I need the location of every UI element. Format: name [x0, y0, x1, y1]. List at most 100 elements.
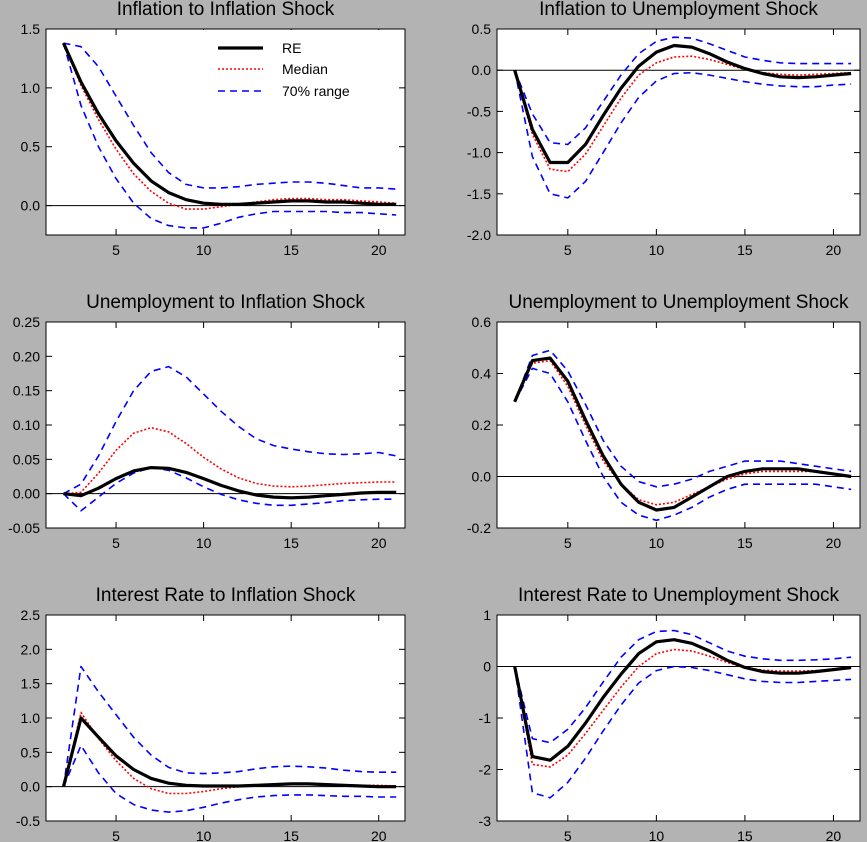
y-tick-label: -3 — [479, 813, 492, 829]
y-tick-label: 2.5 — [21, 607, 41, 623]
x-tick-label: 5 — [564, 828, 572, 842]
panel-6: Interest Rate to Unemployment Shock -3 -2 -… — [479, 585, 861, 842]
y-tick-label: 0.05 — [13, 451, 40, 467]
y-tick-label: 2.0 — [21, 641, 41, 657]
series-line-re — [61, 716, 397, 789]
x-tick-label: 10 — [649, 242, 665, 258]
x-tick-label: 20 — [826, 242, 842, 258]
x-tick-label: 5 — [564, 535, 572, 551]
y-tick-label: -0.5 — [16, 813, 40, 829]
y-tick-label: 0.10 — [13, 417, 40, 433]
series-line-re — [63, 466, 397, 500]
x-tick-label: 10 — [649, 828, 665, 842]
legend-label-median: Median — [282, 61, 328, 77]
y-tick-label: 0.0 — [21, 779, 41, 795]
series-line-70-range — [513, 349, 852, 488]
plot-area — [496, 321, 861, 529]
chart-title: Interest Rate to Inflation Shock — [96, 585, 356, 606]
series-line-re — [513, 638, 852, 762]
panel-2: Inflation to Unemployment Shock -2.0 -1.5 -… — [467, 0, 861, 258]
series-line-re — [513, 356, 852, 512]
chart-title: Interest Rate to Unemployment Shock — [518, 585, 840, 606]
series-line-re — [62, 42, 397, 206]
series-line-median — [513, 648, 852, 768]
y-tick-label: -2.0 — [467, 227, 491, 243]
chart-title: Unemployment to Inflation Shock — [86, 292, 365, 313]
y-tick-label: 0.25 — [13, 314, 40, 330]
x-tick-label: 15 — [737, 242, 753, 258]
x-tick-label: 5 — [112, 828, 120, 842]
x-tick-label: 15 — [283, 828, 299, 842]
y-tick-label: 0.15 — [13, 383, 40, 399]
legend: RE Median 70% range — [199, 30, 396, 114]
panel-3: Unemployment to Inflation Shock -0.05 0.00… — [8, 292, 406, 551]
legend-box — [199, 30, 396, 114]
series-line-70-range — [63, 365, 397, 495]
y-tick-label: 0 — [483, 659, 491, 675]
series-line-70-range — [513, 36, 852, 146]
series-line-re — [513, 43, 852, 165]
panels: Inflation to Inflation Shock 0.0 0.5 1.0 1.5… — [8, 0, 861, 842]
y-tick-label: 1.0 — [21, 710, 41, 726]
y-tick-label: 0.5 — [21, 744, 41, 760]
x-tick-label: 20 — [371, 828, 387, 842]
x-tick-label: 15 — [283, 242, 299, 258]
series-line-70-range-lower — [513, 70, 852, 199]
x-tick-label: 10 — [196, 242, 212, 258]
y-tick-label: -0.2 — [467, 520, 491, 536]
y-tick-label: 0.20 — [13, 348, 40, 364]
y-tick-label: 0.2 — [472, 417, 492, 433]
y-tick-label: 0.6 — [472, 314, 492, 330]
y-tick-label: 0.0 — [472, 62, 492, 78]
y-tick-label: 1.5 — [21, 21, 41, 37]
x-tick-label: 20 — [371, 242, 387, 258]
x-tick-label: 10 — [196, 535, 212, 551]
y-tick-label: 1 — [483, 607, 491, 623]
y-tick-label: 0.4 — [472, 366, 492, 382]
x-tick-label: 15 — [737, 535, 753, 551]
x-tick-label: 5 — [564, 242, 572, 258]
y-tick-label: -1 — [479, 710, 492, 726]
y-tick-label: 1.5 — [21, 676, 41, 692]
series-line-70-range-lower — [62, 466, 397, 512]
legend-label-range: 70% range — [282, 83, 350, 99]
x-tick-label: 20 — [826, 535, 842, 551]
plot-area — [45, 614, 406, 822]
y-tick-label: -2 — [479, 762, 492, 778]
y-tick-label: 0.5 — [21, 139, 41, 155]
plot-area — [496, 614, 861, 822]
plot-area — [496, 28, 861, 236]
x-tick-label: 10 — [196, 828, 212, 842]
x-tick-label: 20 — [826, 828, 842, 842]
x-tick-label: 15 — [283, 535, 299, 551]
x-tick-label: 5 — [112, 535, 120, 551]
plot-area — [45, 321, 406, 529]
x-tick-label: 5 — [112, 242, 120, 258]
series-line-70-range-lower — [513, 665, 852, 799]
series-line-70-range — [63, 42, 397, 190]
y-tick-label: -0.05 — [8, 520, 40, 536]
series-line-70-range — [62, 665, 397, 787]
y-tick-label: 0.5 — [472, 21, 492, 37]
series-line-median — [63, 426, 397, 495]
series-line-median — [513, 55, 852, 173]
series-line-70-range-lower — [62, 42, 397, 229]
y-tick-label: 0.00 — [13, 486, 40, 502]
panel-5: Interest Rate to Inflation Shock -0.5 0.0 0… — [16, 585, 406, 842]
y-tick-label: 0.0 — [21, 198, 41, 214]
y-tick-label: -0.5 — [467, 103, 491, 119]
chart-title: Unemployment to Unemployment Shock — [508, 292, 849, 313]
chart-title: Inflation to Unemployment Shock — [539, 0, 818, 20]
legend-label-re: RE — [282, 40, 301, 56]
series-line-median — [513, 359, 852, 506]
panel-4: Unemployment to Unemployment Shock -0.2 0.… — [467, 292, 861, 551]
y-tick-label: 0.0 — [472, 469, 492, 485]
y-tick-label: -1.0 — [467, 145, 491, 161]
chart-title: Inflation to Inflation Shock — [117, 0, 335, 20]
series-line-70-range-lower — [513, 367, 852, 522]
x-tick-label: 10 — [649, 535, 665, 551]
y-tick-label: -1.5 — [467, 186, 491, 202]
x-tick-label: 20 — [371, 535, 387, 551]
y-tick-label: 1.0 — [21, 80, 41, 96]
